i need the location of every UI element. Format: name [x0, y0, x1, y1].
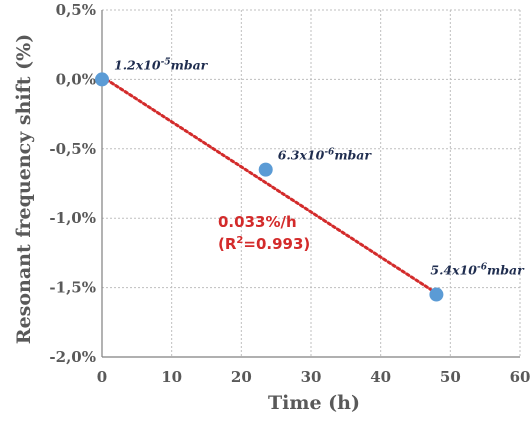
y-tick-label: 0,0% [56, 70, 96, 88]
axes [101, 10, 520, 358]
fit-r2-label: (R2=0.993) [218, 235, 310, 253]
x-axis-title: Time (h) [268, 392, 360, 414]
y-tick-label: 0,5% [56, 1, 96, 19]
y-axis-title: Resonant frequency shift (%) [13, 34, 35, 344]
y-tick-label: -2,0% [49, 348, 96, 366]
x-tick-label: 20 [231, 368, 252, 386]
data-point [258, 162, 273, 177]
point-label-unit: mbar [487, 263, 525, 278]
x-tick-labels: 0 10 20 30 40 50 60 [97, 368, 531, 386]
x-tick-label: 0 [97, 368, 107, 386]
point-label-exponent: -5 [161, 57, 171, 67]
x-tick-label: 10 [161, 368, 182, 386]
point-label-base: 5.4x10 [430, 263, 477, 278]
y-tick-labels: 0,5% 0,0% -0,5% -1,0% -1,5% -2,0% [49, 1, 96, 366]
point-label-base: 1.2x10 [114, 57, 161, 72]
trendline-path [100, 75, 438, 295]
grid-lines [102, 9, 521, 357]
fit-slope-label: 0.033%/h [218, 213, 297, 231]
data-points [95, 72, 444, 302]
trendline [100, 75, 438, 295]
point-label: 1.2x10-5mbar [114, 57, 209, 72]
fit-r2-superscript: 2 [236, 235, 243, 246]
point-label-unit: mbar [171, 57, 209, 72]
point-label: 6.3x10-6mbar [278, 148, 373, 163]
fit-r2-suffix: =0.993) [243, 235, 310, 253]
x-tick-label: 60 [510, 368, 531, 386]
x-tick-label: 50 [440, 368, 461, 386]
point-label-unit: mbar [334, 148, 372, 163]
x-tick-label: 30 [301, 368, 322, 386]
y-tick-label: -1,0% [49, 209, 96, 227]
point-label-exponent: -6 [477, 263, 488, 273]
fit-r2-prefix: (R [218, 235, 237, 253]
data-point [429, 287, 444, 302]
data-point [95, 72, 109, 87]
point-label-base: 6.3x10 [278, 148, 325, 163]
point-label-exponent: -6 [324, 148, 335, 158]
x-tick-label: 40 [370, 368, 391, 386]
y-tick-label: -1,5% [49, 279, 96, 297]
y-tick-label: -0,5% [49, 140, 96, 158]
point-label: 5.4x10-6mbar [430, 263, 525, 278]
